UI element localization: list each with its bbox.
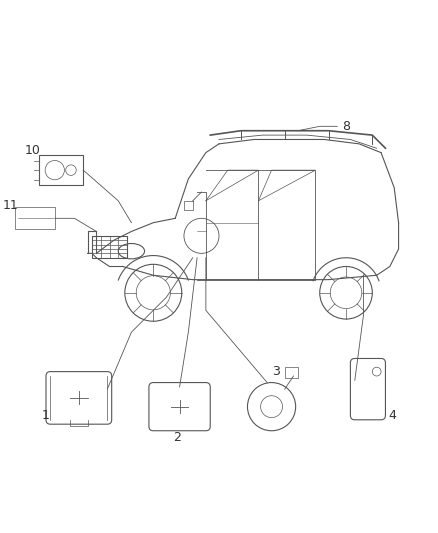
Bar bbox=[15, 207, 55, 229]
Text: 2: 2 bbox=[173, 431, 181, 444]
Text: 4: 4 bbox=[388, 409, 396, 422]
Bar bbox=[285, 367, 298, 378]
Bar bbox=[92, 236, 127, 258]
Bar bbox=[39, 155, 83, 185]
Text: 10: 10 bbox=[25, 144, 41, 157]
Text: 11: 11 bbox=[3, 199, 19, 212]
Text: 1: 1 bbox=[42, 409, 50, 422]
Text: 3: 3 bbox=[272, 365, 280, 378]
Text: 8: 8 bbox=[342, 120, 350, 133]
